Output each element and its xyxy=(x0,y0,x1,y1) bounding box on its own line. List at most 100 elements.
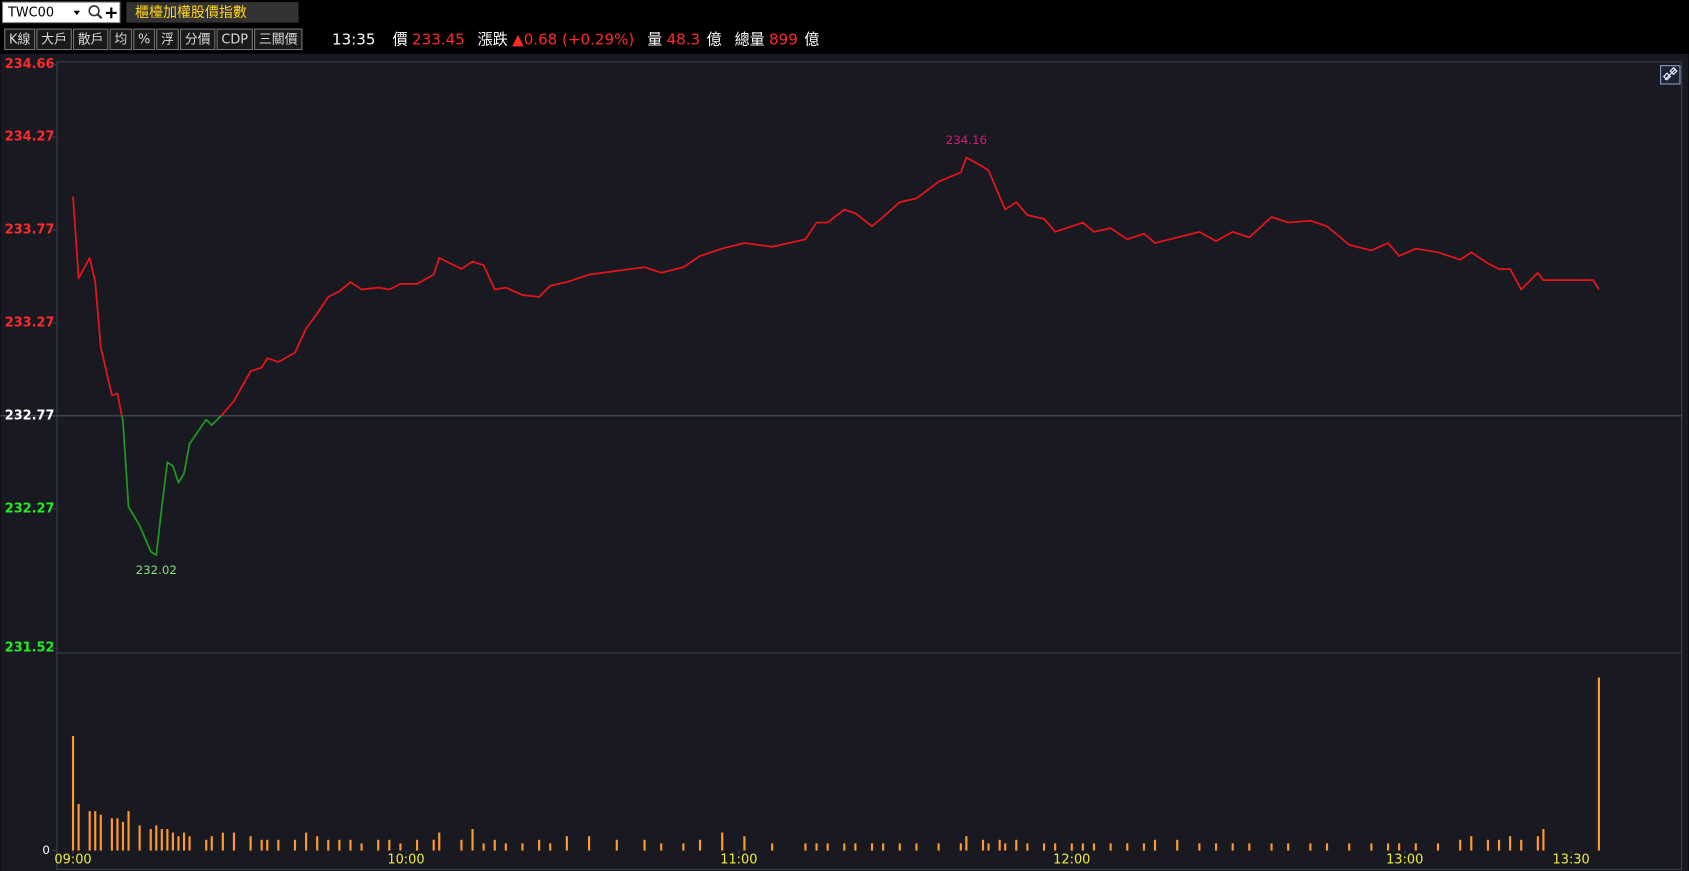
volume-bar xyxy=(660,843,663,851)
volume-bar xyxy=(338,839,341,851)
quote-total: 899 xyxy=(769,30,798,48)
volume-bar xyxy=(71,735,75,851)
plot-frame xyxy=(56,61,1683,870)
volume-bar xyxy=(210,836,213,851)
button-row: K線 大戶 散戶均% 浮分價 CDP 三關價 xyxy=(4,28,303,51)
volume-bar xyxy=(998,839,1001,851)
volume-bar xyxy=(266,839,269,851)
volume-bar xyxy=(360,843,363,851)
search-icon[interactable] xyxy=(88,5,100,17)
x-tick-label: 10:00 xyxy=(387,853,424,868)
tool-button[interactable] xyxy=(179,28,216,51)
tool-button-label: 均 xyxy=(114,32,127,47)
volume-bar xyxy=(1486,839,1490,851)
volume-bar xyxy=(460,839,463,851)
volume-bar xyxy=(743,836,746,851)
volume-bar xyxy=(882,843,885,851)
quote-volume-label: 量 xyxy=(647,30,662,48)
volume-bar xyxy=(854,843,857,851)
volume-bar xyxy=(587,836,591,851)
volume-bar xyxy=(1054,843,1057,851)
quote-change-label: 漲跌 xyxy=(478,30,508,48)
tool-button[interactable] xyxy=(156,28,179,51)
dropdown-arrow[interactable] xyxy=(73,10,81,16)
volume-bar xyxy=(177,836,180,851)
quote-price: 233.45 xyxy=(412,30,465,48)
volume-bar xyxy=(1398,843,1401,851)
volume-bar xyxy=(94,811,97,851)
volume-bar xyxy=(643,839,646,851)
volume-bar xyxy=(1231,843,1234,851)
volume-bar xyxy=(682,843,685,851)
volume-bar xyxy=(981,839,985,851)
quote-time: 13:35 xyxy=(332,30,375,48)
volume-bar xyxy=(221,832,224,851)
volume-bar xyxy=(615,839,618,851)
volume-bar xyxy=(1004,843,1007,851)
volume-bar xyxy=(1081,843,1084,851)
volume-bar xyxy=(1153,839,1157,851)
tool-button[interactable] xyxy=(109,28,133,51)
x-tick-label: 12:00 xyxy=(1053,853,1090,868)
search-icon-handle xyxy=(96,13,103,20)
volume-bar xyxy=(870,843,874,851)
volume-bar xyxy=(1348,843,1351,851)
tool-button-label: 浮 xyxy=(161,32,174,47)
volume-bar xyxy=(166,829,169,851)
y-tick-label: 232.27 xyxy=(5,501,55,516)
y-tick-label: 234.27 xyxy=(5,130,55,145)
volume-bar xyxy=(538,839,541,851)
tool-button[interactable] xyxy=(4,28,36,51)
volume-bar xyxy=(959,843,962,851)
volume-bar xyxy=(77,803,80,851)
volume-bar xyxy=(260,839,263,851)
volume-bar xyxy=(1270,843,1273,851)
extreme-label: 234.16 xyxy=(946,133,987,147)
volume-bar xyxy=(293,839,297,851)
volume-bar xyxy=(1109,843,1112,851)
volume-bar xyxy=(1142,843,1145,851)
quote-volume: 48.3 xyxy=(667,30,701,48)
volume-bar xyxy=(388,839,391,851)
volume-bar xyxy=(171,832,174,851)
extreme-label: 232.02 xyxy=(136,563,177,577)
tool-button-label: % xyxy=(138,32,150,47)
volume-bar xyxy=(549,843,552,851)
tool-button[interactable] xyxy=(133,28,156,51)
tool-button[interactable] xyxy=(254,28,303,51)
volume-bar xyxy=(804,843,807,851)
add-button[interactable] xyxy=(105,7,117,19)
volume-bar xyxy=(349,839,352,851)
tool-button[interactable] xyxy=(72,28,109,51)
index-title: 櫃檯加權股價指數 xyxy=(135,4,247,21)
tool-button[interactable] xyxy=(36,28,72,51)
volume-bar xyxy=(1198,843,1201,851)
volume-bar xyxy=(127,811,130,851)
quote-volume-unit: 億 xyxy=(707,30,722,48)
volume-bar xyxy=(1459,839,1462,851)
volume-bar xyxy=(1386,843,1390,851)
volume-bar xyxy=(155,825,158,851)
volume-bar xyxy=(1536,836,1539,851)
volume-bar xyxy=(110,818,113,851)
volume-bar xyxy=(1042,843,1046,851)
volume-bar xyxy=(88,811,91,851)
volume-bar xyxy=(1370,843,1373,851)
volume-bar xyxy=(843,843,846,851)
volume-bar xyxy=(937,843,940,851)
x-tick-label: 13:00 xyxy=(1386,853,1423,868)
volume-bar xyxy=(149,829,152,851)
volume-bar xyxy=(138,825,141,851)
volume-bar xyxy=(182,832,186,851)
tool-button[interactable] xyxy=(216,28,253,51)
volume-bar xyxy=(482,843,485,851)
volume-bar xyxy=(377,839,380,851)
volume-bar xyxy=(504,843,507,851)
volume-bar xyxy=(99,814,102,851)
volume-bar xyxy=(565,836,568,851)
volume-bar xyxy=(1070,843,1073,851)
volume-bar xyxy=(915,843,918,851)
y-tick-label: 233.27 xyxy=(5,315,55,330)
